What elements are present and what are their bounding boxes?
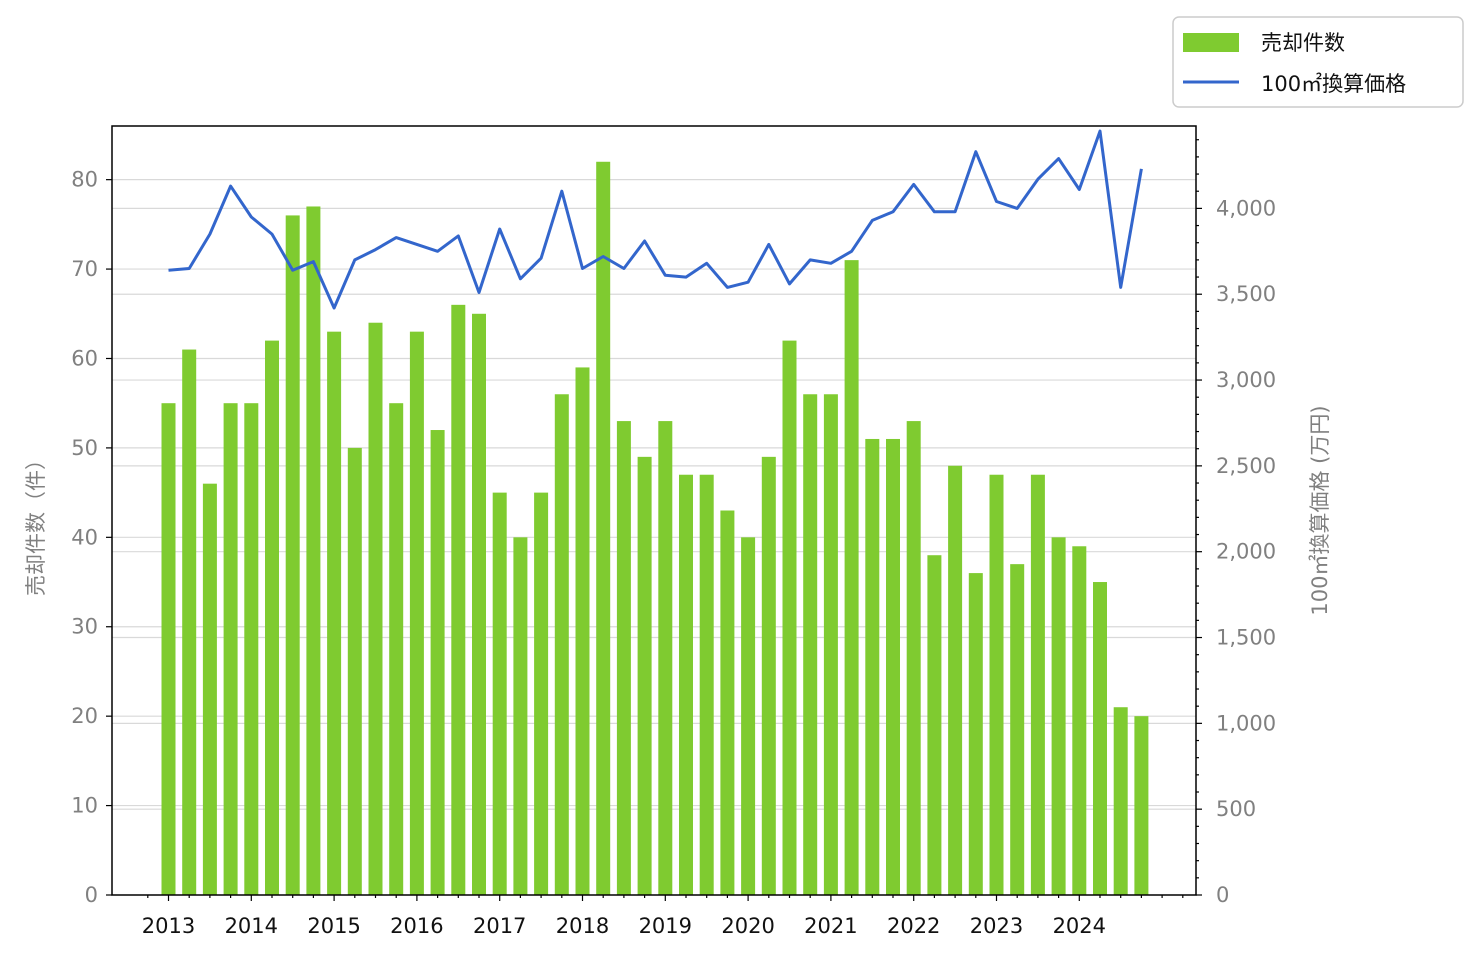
bar [327, 331, 342, 895]
bar [492, 492, 507, 895]
x-axis-ticks: 2013 2014 2015 2016 2017 2018 2019 2020 2021 2022… [142, 895, 1184, 938]
left-axis-ticks: 0 10 20 30 40 50 60 70 80 [71, 168, 112, 907]
x-tick-label: 2019 [639, 914, 692, 938]
bar [886, 438, 900, 895]
left-tick-label: 50 [71, 436, 98, 460]
bar [596, 161, 611, 895]
bar [823, 394, 838, 895]
bar [513, 537, 528, 895]
bar [575, 367, 590, 895]
bar [679, 474, 693, 895]
price-line [168, 129, 1143, 310]
right-tick-label: 3,000 [1216, 368, 1276, 392]
right-tick-label: 1,000 [1216, 711, 1276, 735]
bar [430, 430, 445, 895]
bar [306, 206, 321, 895]
legend-bar-label: 売却件数 [1261, 31, 1345, 55]
bar [782, 340, 797, 896]
bar [202, 483, 217, 895]
x-tick-label: 2013 [142, 914, 195, 938]
right-tick-label: 0 [1216, 883, 1229, 907]
axes-border [111, 125, 1197, 896]
x-tick-label: 2021 [804, 914, 857, 938]
legend: 売却件数 100㎡換算価格 [1172, 16, 1464, 108]
bar [265, 340, 279, 896]
left-tick-label: 30 [71, 615, 98, 639]
bar [803, 394, 818, 895]
right-tick-label: 2,000 [1216, 540, 1276, 564]
bar [658, 421, 673, 895]
line-series [168, 129, 1143, 310]
bar [948, 465, 963, 895]
bar [472, 313, 486, 896]
left-tick-label: 60 [71, 346, 98, 370]
bar [1051, 537, 1066, 895]
right-tick-label: 4,000 [1216, 196, 1276, 220]
bar [761, 456, 776, 895]
x-tick-label: 2016 [390, 914, 443, 938]
left-tick-label: 40 [71, 525, 98, 549]
bar [699, 474, 714, 895]
bar [409, 331, 424, 895]
bar [368, 322, 383, 895]
bar [1093, 582, 1107, 895]
bar [389, 403, 404, 895]
bar [1010, 564, 1025, 895]
bar [554, 394, 569, 895]
x-tick-label: 2018 [556, 914, 609, 938]
x-tick-label: 2024 [1053, 914, 1106, 938]
bar [927, 555, 942, 895]
bar [161, 403, 176, 895]
bar [347, 447, 362, 895]
right-axis-ticks: 0 500 1,000 1,500 2,000 2,500 3,000 3,500 4,000 [1196, 139, 1276, 907]
bar [720, 510, 735, 895]
bar [223, 403, 238, 895]
x-tick-label: 2017 [473, 914, 526, 938]
x-tick-label: 2023 [970, 914, 1023, 938]
bar [616, 421, 631, 895]
bar [285, 215, 300, 896]
left-tick-label: 70 [71, 257, 98, 281]
x-tick-label: 2015 [307, 914, 360, 938]
bar [968, 573, 983, 895]
legend-bar-swatch [1183, 33, 1239, 52]
bar [989, 474, 1004, 895]
bar [1030, 474, 1045, 895]
bar [451, 304, 466, 895]
left-tick-label: 10 [71, 794, 98, 818]
x-tick-label: 2022 [887, 914, 940, 938]
legend-line-label: 100㎡換算価格 [1261, 72, 1406, 96]
right-tick-label: 2,500 [1216, 454, 1276, 478]
bar [844, 260, 859, 895]
legend-box [1172, 16, 1464, 108]
bar [1134, 716, 1149, 895]
left-tick-label: 20 [71, 704, 98, 728]
left-axis-label: 売却件数（件） [24, 449, 48, 596]
plot-frame [111, 125, 1197, 896]
bar [637, 456, 652, 895]
bar [182, 349, 197, 895]
bar [1072, 546, 1087, 895]
bar [741, 537, 756, 895]
bar [244, 403, 259, 895]
right-tick-label: 500 [1216, 797, 1256, 821]
bar-series [161, 161, 1149, 896]
x-tick-label: 2020 [721, 914, 774, 938]
x-tick-label: 2014 [225, 914, 278, 938]
right-tick-label: 1,500 [1216, 626, 1276, 650]
left-tick-label: 80 [71, 168, 98, 192]
left-tick-label: 0 [85, 883, 98, 907]
bar [1113, 707, 1128, 895]
right-tick-label: 3,500 [1216, 282, 1276, 306]
bar [906, 421, 921, 895]
bar [865, 438, 880, 895]
bar [534, 492, 549, 895]
right-axis-label: 100㎡換算価格 (万円) [1308, 405, 1332, 615]
